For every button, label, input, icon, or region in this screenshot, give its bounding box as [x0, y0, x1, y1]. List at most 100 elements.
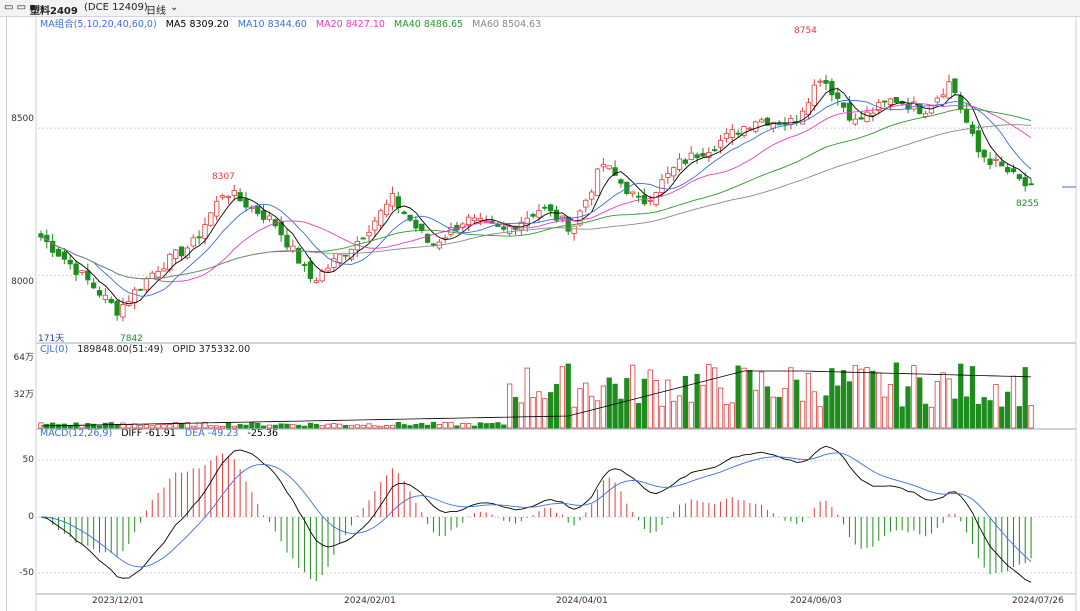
candle-body	[934, 97, 940, 103]
volume-bar	[372, 425, 378, 429]
candle-body	[852, 118, 858, 125]
volume-bar	[876, 372, 882, 429]
volume-bar	[272, 424, 278, 429]
volume-bar	[794, 379, 800, 429]
volume-bar	[524, 367, 530, 429]
macd-diff-line	[40, 445, 1032, 583]
candle-body	[360, 237, 366, 240]
volume-bar	[975, 403, 981, 429]
volume-bar	[788, 367, 794, 429]
candle-body	[178, 246, 185, 257]
volume-bar	[829, 368, 835, 429]
candle-body	[612, 167, 618, 176]
volume-bar	[958, 363, 964, 429]
volume-bar	[583, 382, 589, 429]
candle-body	[477, 218, 483, 221]
volume-bar	[612, 383, 618, 429]
volume-bar	[735, 365, 741, 429]
last-low-annotation: 8255	[1016, 199, 1039, 209]
volume-bar	[143, 424, 150, 429]
volume-bar	[659, 405, 665, 429]
period-selector[interactable]: 日线	[146, 6, 166, 17]
candle-body	[571, 225, 577, 234]
symbol-name[interactable]: 塑料2409	[30, 6, 78, 17]
candle-body	[676, 158, 683, 170]
volume-bar	[753, 389, 759, 429]
volume-bar	[624, 378, 630, 429]
price-tick-8500: 8500	[11, 114, 34, 124]
macd-name[interactable]: MACD(12,26,9)	[40, 428, 113, 439]
macd-tick-neg50: -50	[19, 568, 34, 578]
volume-bar	[208, 425, 214, 429]
candle-body	[331, 258, 337, 268]
candle-body	[307, 261, 314, 279]
volume-bar	[548, 392, 554, 429]
volume-bar	[688, 401, 694, 429]
candle-body	[38, 233, 44, 238]
oi-legend: CJL(0) 189848.00(51:49) OPID 375332.00	[40, 344, 256, 355]
volume-bar	[178, 422, 185, 429]
candle-body	[1028, 183, 1034, 186]
ma-group-label[interactable]: MA组合(5,10,20,40,60,0)	[40, 19, 157, 30]
candle-body	[893, 96, 899, 103]
open-interest-line	[40, 370, 1032, 427]
candle-body	[1016, 174, 1022, 180]
candle-body	[108, 298, 114, 303]
candle-body	[729, 129, 735, 138]
volume-bar	[1010, 375, 1017, 429]
candle-body	[805, 102, 812, 115]
volume-bar	[928, 406, 935, 429]
candle-body	[231, 190, 237, 196]
candle-body	[225, 195, 232, 198]
volume-bar	[483, 423, 489, 429]
chevron-down-icon[interactable]: ⌄	[170, 2, 179, 13]
volume-bar	[864, 367, 870, 429]
oi-name[interactable]: CJL(0)	[40, 344, 69, 355]
contract-code: (DCE 12409)	[84, 2, 148, 13]
volume-bar	[542, 398, 548, 429]
volume-bar	[231, 425, 237, 429]
macd-legend: MACD(12,26,9) DIFF -61.91 DEA -49.23 -25…	[40, 428, 284, 439]
volume-bar	[917, 377, 923, 429]
candle-body	[864, 111, 870, 123]
volume-bar	[782, 387, 788, 429]
candle-body	[348, 248, 355, 260]
candle-body	[565, 216, 571, 232]
candle-body	[975, 130, 981, 153]
volume-bar	[196, 422, 202, 429]
candle-body	[395, 196, 401, 209]
candle-body	[887, 98, 894, 105]
volume-bar	[243, 424, 249, 429]
candle-body	[202, 224, 208, 239]
volume-bar	[963, 396, 970, 429]
volume-bar	[102, 422, 109, 429]
volume-bar	[559, 366, 565, 429]
volume-bar	[729, 402, 735, 429]
candle-body	[301, 264, 308, 266]
candle-body	[835, 92, 841, 99]
candle-body	[870, 112, 876, 116]
candle-body	[542, 206, 548, 209]
volume-bar	[899, 406, 905, 429]
toolbar: ▭ ▭ ▪ 塑料2409 (DCE 12409) 日线 ⌄	[0, 0, 1080, 17]
macd-dea-line	[40, 452, 1032, 568]
volume-bar	[641, 378, 648, 429]
candle-body	[260, 210, 267, 220]
candle-body	[208, 212, 214, 226]
candle-body	[389, 193, 396, 207]
candle-body	[79, 270, 85, 273]
volume-bar	[706, 364, 712, 429]
volume-bar	[589, 395, 595, 429]
menu-icon[interactable]: ▭ ▭ ▪	[4, 2, 37, 13]
volume-bar	[870, 370, 876, 429]
volume-bar	[618, 398, 624, 429]
volume-bar	[395, 422, 401, 429]
volume-bar	[407, 425, 413, 429]
volume-bar	[700, 384, 706, 429]
ma5-value: MA5 8309.20	[165, 19, 229, 30]
candle-body	[753, 121, 759, 132]
volume-bar	[518, 402, 524, 429]
volume-bar	[758, 371, 765, 429]
volume-bar	[501, 424, 507, 429]
